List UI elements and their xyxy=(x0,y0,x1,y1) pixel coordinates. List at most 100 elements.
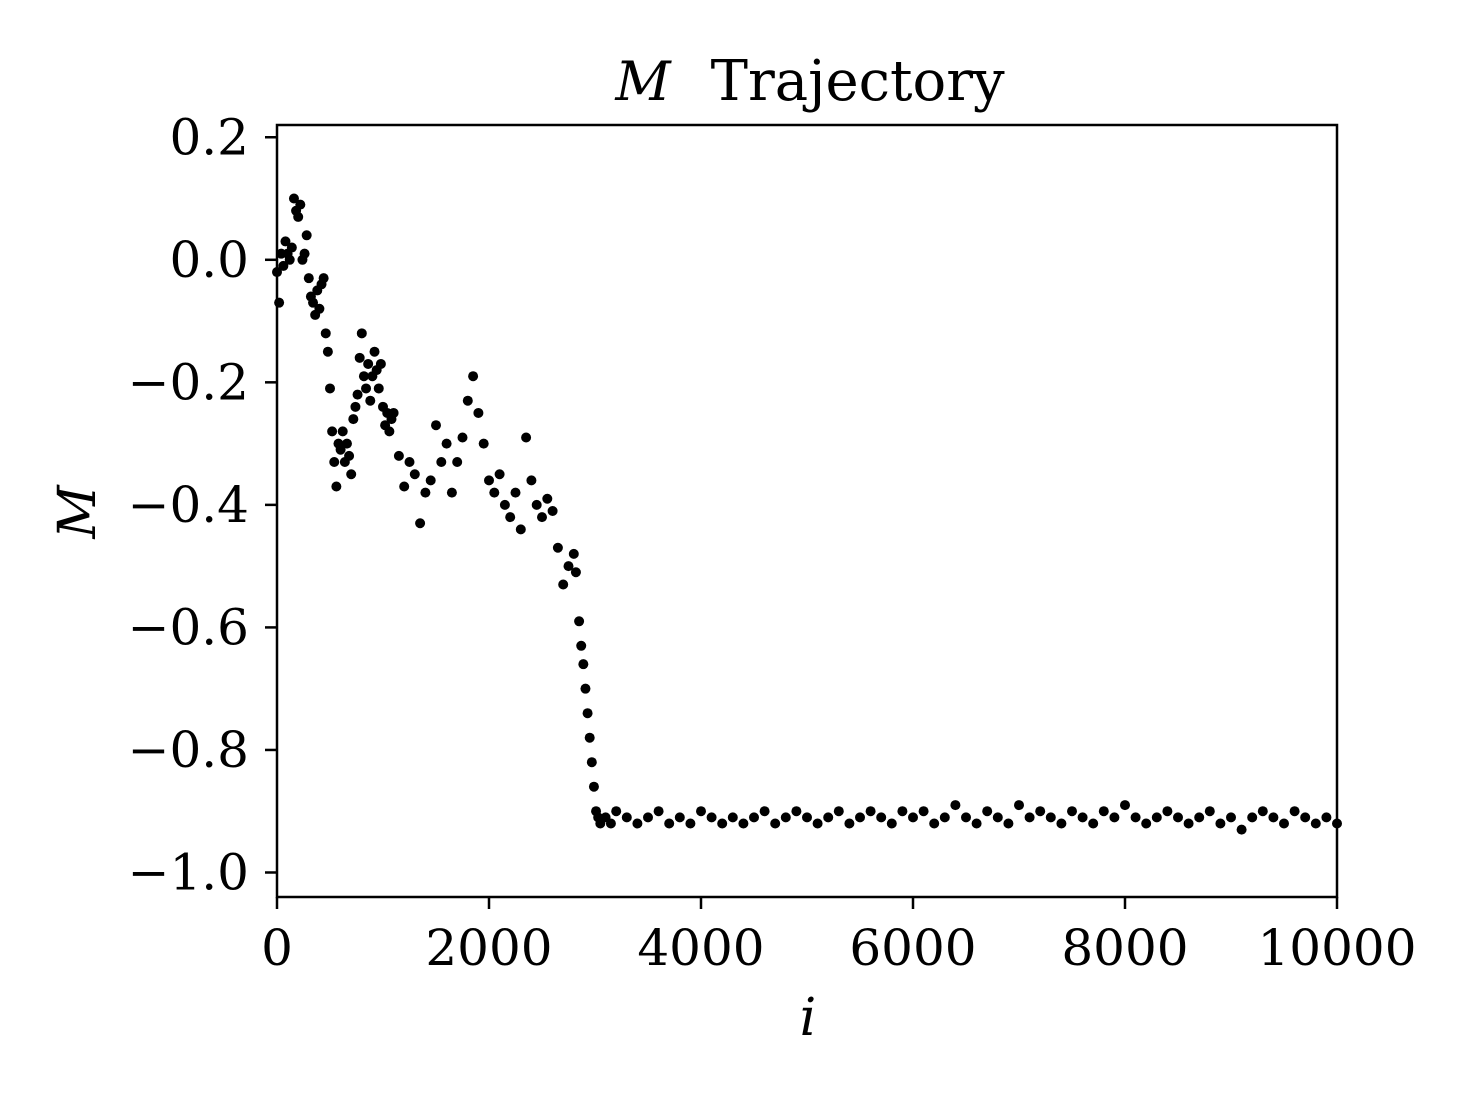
data-point xyxy=(301,230,312,241)
x-tick-label: 8000 xyxy=(1061,919,1188,977)
data-point xyxy=(547,506,558,516)
data-point xyxy=(280,236,291,247)
data-point xyxy=(1067,806,1077,817)
data-point xyxy=(961,812,971,823)
data-point xyxy=(457,432,468,443)
data-point xyxy=(865,806,876,817)
data-point xyxy=(582,708,593,719)
data-point xyxy=(1279,818,1289,829)
data-point xyxy=(361,383,372,394)
data-point xyxy=(674,812,685,823)
scatter-points xyxy=(272,193,1342,835)
y-tick-label: −0.6 xyxy=(128,598,249,656)
y-tick-label: −0.4 xyxy=(128,476,249,534)
data-point xyxy=(286,242,297,253)
data-point xyxy=(337,426,348,437)
x-tick-label: 2000 xyxy=(425,919,552,977)
data-point xyxy=(295,199,306,210)
data-point xyxy=(908,812,918,823)
data-point xyxy=(1183,818,1194,829)
data-point xyxy=(578,659,589,670)
data-point xyxy=(1077,812,1088,823)
data-point xyxy=(621,812,632,823)
data-point xyxy=(293,211,304,222)
data-point xyxy=(1130,812,1141,823)
data-point xyxy=(531,499,542,510)
chart-title-text: Trajectory xyxy=(711,49,1005,114)
data-point xyxy=(1141,818,1152,829)
x-axis-label: i xyxy=(800,988,817,1048)
data-point xyxy=(886,818,897,829)
data-point xyxy=(749,812,759,823)
data-point xyxy=(992,812,1003,823)
data-point xyxy=(833,806,844,817)
data-point xyxy=(563,561,574,572)
x-axis-ticks: 0 2000 4000 6000 8000 10000 xyxy=(261,897,1417,977)
data-point xyxy=(341,438,352,449)
data-point xyxy=(322,346,333,357)
data-point xyxy=(369,346,380,357)
data-point xyxy=(436,456,447,467)
data-point xyxy=(1024,812,1035,823)
data-point xyxy=(404,456,415,467)
data-point xyxy=(1215,818,1226,829)
data-point xyxy=(462,395,473,406)
data-point xyxy=(425,475,436,486)
data-point xyxy=(344,450,355,461)
data-point xyxy=(1226,812,1236,823)
data-point xyxy=(568,548,579,559)
y-axis-label: M xyxy=(48,484,108,540)
data-point xyxy=(358,371,369,382)
data-point xyxy=(1098,806,1109,817)
data-point xyxy=(1035,806,1046,817)
data-point xyxy=(1194,812,1205,823)
x-tick-label: 10000 xyxy=(1257,919,1416,977)
data-point xyxy=(1056,818,1067,829)
data-point xyxy=(363,358,374,369)
data-point xyxy=(696,806,706,817)
data-point xyxy=(1247,812,1258,823)
data-point xyxy=(284,254,295,265)
y-axis-ticks: 0.2 0.0 −0.2 −0.4 −0.6 −0.8 −1.0 xyxy=(128,108,277,901)
data-point xyxy=(1120,800,1130,811)
data-point xyxy=(325,383,335,394)
data-point xyxy=(393,450,404,461)
data-point xyxy=(441,438,452,449)
data-point xyxy=(303,273,314,284)
data-point xyxy=(468,371,479,382)
data-point xyxy=(950,800,961,811)
data-point xyxy=(897,806,908,817)
data-point xyxy=(365,395,376,406)
data-point xyxy=(1014,800,1024,811)
data-point xyxy=(611,806,622,817)
data-point xyxy=(580,683,591,694)
data-point xyxy=(431,420,441,431)
data-point xyxy=(494,469,505,480)
data-point xyxy=(586,757,597,768)
data-point xyxy=(388,407,399,418)
data-point xyxy=(643,812,653,823)
data-point xyxy=(1204,806,1215,817)
data-point xyxy=(335,444,346,455)
data-point xyxy=(478,438,489,449)
data-point xyxy=(971,818,982,829)
data-point xyxy=(420,487,431,498)
chart-title: M Trajectory xyxy=(614,49,1005,114)
data-point xyxy=(1289,806,1300,817)
y-tick-label: 0.0 xyxy=(169,231,249,289)
data-point xyxy=(584,732,595,743)
data-point xyxy=(526,475,537,486)
data-point xyxy=(1109,812,1120,823)
data-point xyxy=(409,469,420,480)
data-point xyxy=(791,806,802,817)
data-point xyxy=(318,273,329,284)
data-point xyxy=(738,818,749,829)
data-point xyxy=(855,812,865,823)
data-point xyxy=(327,426,338,437)
data-point xyxy=(717,818,728,829)
data-point xyxy=(939,812,950,823)
x-tick-label: 4000 xyxy=(637,919,764,977)
data-point xyxy=(278,260,289,271)
data-point xyxy=(415,518,426,529)
data-point xyxy=(1300,812,1311,823)
